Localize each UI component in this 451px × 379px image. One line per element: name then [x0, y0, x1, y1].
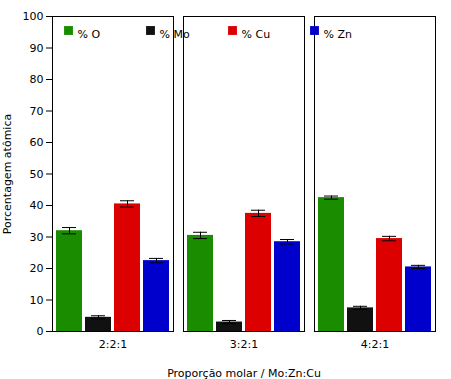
- svg-text:50: 50: [30, 168, 44, 181]
- svg-text:4:2:1: 4:2:1: [361, 338, 389, 351]
- svg-text:80: 80: [30, 73, 44, 86]
- svg-text:% Cu: % Cu: [242, 28, 271, 41]
- svg-text:3:2:1: 3:2:1: [230, 338, 258, 351]
- svg-text:% Zn: % Zn: [324, 28, 352, 41]
- svg-text:100: 100: [23, 10, 44, 23]
- svg-text:0: 0: [37, 325, 44, 338]
- svg-text:Porcentagem atômica: Porcentagem atômica: [1, 114, 14, 234]
- svg-text:10: 10: [30, 294, 44, 307]
- svg-text:60: 60: [30, 136, 44, 149]
- svg-text:% O: % O: [78, 28, 101, 41]
- svg-text:30: 30: [30, 231, 44, 244]
- svg-text:2:2:1: 2:2:1: [99, 338, 127, 351]
- svg-text:% Mo: % Mo: [160, 28, 190, 41]
- svg-text:Proporção molar / Mo:Zn:Cu: Proporção molar / Mo:Zn:Cu: [167, 367, 321, 379]
- svg-text:90: 90: [30, 42, 44, 55]
- svg-text:20: 20: [30, 262, 44, 275]
- svg-text:40: 40: [30, 199, 44, 212]
- svg-text:70: 70: [30, 105, 44, 118]
